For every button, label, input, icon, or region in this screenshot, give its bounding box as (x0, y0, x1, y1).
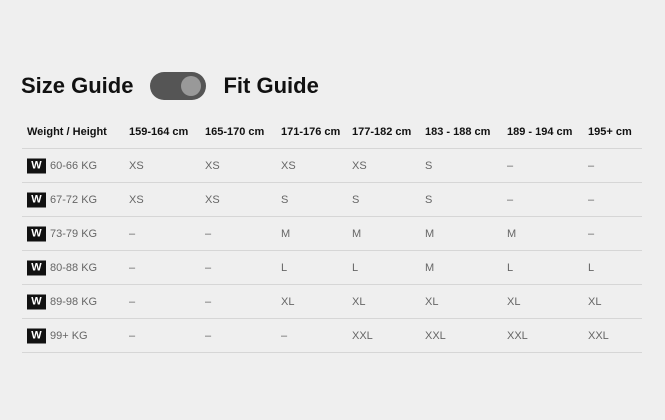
size-cell: – (205, 295, 212, 308)
weight-label: 99+ KG (50, 329, 88, 342)
size-cell: M (281, 227, 291, 240)
size-cell: XXL (352, 329, 373, 342)
size-cell: – (205, 329, 212, 342)
column-header: 183 - 188 cm (425, 125, 491, 138)
size-cell: XL (281, 295, 295, 308)
table-row: W 89-98 KG – – XL XL XL XL XL (22, 285, 642, 319)
size-cell: XS (129, 193, 144, 206)
column-header: 159-164 cm (129, 125, 189, 138)
size-cell: XS (352, 159, 367, 172)
size-cell: – (507, 159, 514, 172)
table-row: W 60-66 KG XS XS XS XS S – – (22, 149, 642, 183)
size-cell: XS (205, 193, 220, 206)
fit-guide-label[interactable]: Fit Guide (223, 73, 319, 98)
table-row: W 73-79 KG – – M M M M – (22, 217, 642, 251)
size-cell: S (281, 193, 289, 206)
size-cell: M (425, 227, 435, 240)
size-cell: L (588, 261, 595, 274)
size-cell: – (588, 159, 595, 172)
size-cell: XS (281, 159, 296, 172)
size-cell: L (507, 261, 514, 274)
gender-badge: W (27, 226, 46, 241)
weight-label: 60-66 KG (50, 159, 98, 172)
size-cell: M (507, 227, 517, 240)
gender-badge: W (27, 192, 46, 207)
column-header: 177-182 cm (352, 125, 412, 138)
weight-cell: W 99+ KG (27, 328, 88, 343)
weight-cell: W 73-79 KG (27, 226, 97, 241)
size-cell: – (129, 227, 136, 240)
size-cell: – (507, 193, 514, 206)
size-cell: – (588, 227, 595, 240)
size-cell: S (352, 193, 360, 206)
size-cell: XL (588, 295, 602, 308)
column-header: 165-170 cm (205, 125, 265, 138)
size-cell: – (129, 261, 136, 274)
column-header: Weight / Height (27, 125, 107, 138)
gender-badge: W (27, 294, 46, 309)
table-row: W 67-72 KG XS XS S S S – – (22, 183, 642, 217)
size-cell: – (129, 295, 136, 308)
gender-badge: W (27, 158, 46, 173)
size-cell: XL (507, 295, 521, 308)
size-cell: XXL (507, 329, 528, 342)
size-cell: M (425, 261, 435, 274)
size-cell: – (588, 193, 595, 206)
table-header-row: Weight / Height 159-164 cm 165-170 cm 171-1… (22, 115, 642, 149)
guide-header: Size Guide Fit Guide (21, 72, 319, 100)
weight-label: 89-98 KG (50, 295, 98, 308)
size-cell: XXL (425, 329, 446, 342)
table-row: W 80-88 KG – – L L M L L (22, 251, 642, 285)
size-table: Weight / Height 159-164 cm 165-170 cm 171-1… (22, 115, 642, 353)
weight-cell: W 80-88 KG (27, 260, 97, 275)
size-guide-label[interactable]: Size Guide (21, 73, 134, 98)
weight-label: 73-79 KG (50, 227, 98, 240)
toggle-knob (181, 76, 202, 96)
weight-cell: W 67-72 KG (27, 192, 97, 207)
guide-toggle[interactable] (150, 72, 207, 100)
size-cell: – (205, 227, 212, 240)
gender-badge: W (27, 260, 46, 275)
size-cell: XS (205, 159, 220, 172)
weight-cell: W 89-98 KG (27, 294, 97, 309)
size-cell: L (281, 261, 288, 274)
weight-label: 80-88 KG (50, 261, 98, 274)
size-cell: S (425, 159, 433, 172)
weight-cell: W 60-66 KG (27, 158, 97, 173)
table-row: W 99+ KG – – – XXL XXL XXL XXL (22, 319, 642, 353)
size-cell: XL (425, 295, 439, 308)
size-cell: – (205, 261, 212, 274)
gender-badge: W (27, 328, 46, 343)
size-cell: M (352, 227, 362, 240)
column-header: 189 - 194 cm (507, 125, 573, 138)
size-cell: XXL (588, 329, 609, 342)
weight-label: 67-72 KG (50, 193, 98, 206)
size-cell: S (425, 193, 433, 206)
size-cell: – (281, 329, 288, 342)
column-header: 195+ cm (588, 125, 632, 138)
size-cell: – (129, 329, 136, 342)
column-header: 171-176 cm (281, 125, 341, 138)
size-cell: L (352, 261, 359, 274)
size-cell: XL (352, 295, 366, 308)
size-cell: XS (129, 159, 144, 172)
